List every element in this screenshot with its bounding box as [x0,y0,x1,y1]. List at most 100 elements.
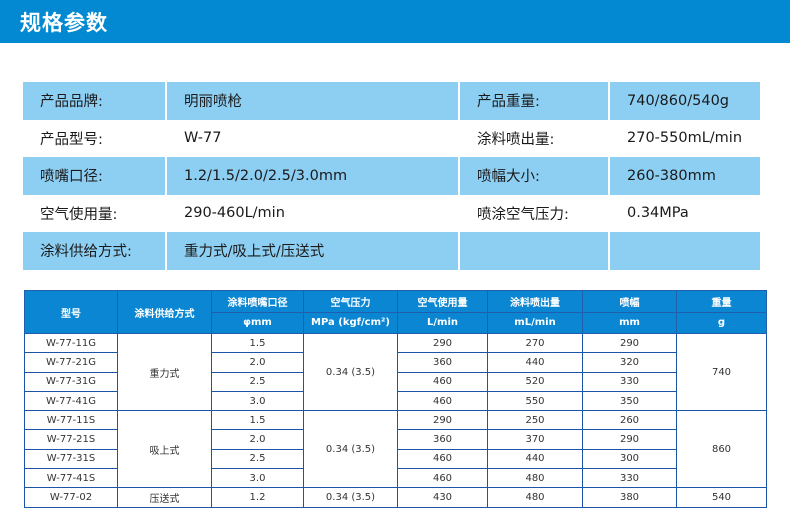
nozzle-cell: 3.0 [211,390,304,412]
column-header: 型号 [24,290,118,334]
width-cell: 330 [582,371,677,392]
model-cell: W-77-31G [24,371,118,392]
table-row: W-77-11S 吸上式 1.5 0.34 (3.5) 290 250 260 860 [24,410,767,489]
weight-cell: 860 [676,410,767,489]
nozzle-cell: 2.5 [211,448,304,470]
nozzle-cell: 1.5 [211,410,304,431]
spec-value [610,232,760,270]
spec-label: 产品品牌: [23,82,165,120]
air-cell: 290 [397,332,488,354]
model-cell: W-77-41G [24,390,118,412]
table-row: W-77-11G 重力式 1.5 0.34 (3.5) 290 270 290 740 [24,332,767,412]
weight-cell: 540 [676,487,767,508]
spec-label: 涂料供给方式: [23,232,165,270]
supply-cell: 压送式 [117,487,212,508]
output-cell: 250 [487,410,583,431]
output-cell: 440 [487,448,583,470]
air-cell: 460 [397,390,488,412]
spec-label: 产品重量: [460,82,608,120]
nozzle-cell: 2.0 [211,429,304,450]
pressure-cell: 0.34 (3.5) [303,332,398,412]
width-cell: 290 [582,332,677,354]
spec-row: 喷嘴口径: 1.2/1.5/2.0/2.5/3.0mm 喷幅大小: 260-380mm [23,157,760,195]
spec-label: 产品型号: [40,131,103,148]
table-row: W-77-02 压送式 1.2 0.34 (3.5) 430 480 380 540 [24,487,767,508]
model-cell: W-77-41S [24,468,118,489]
pressure-cell: 0.34 (3.5) [303,410,398,489]
spec-label: 涂料喷出量: [477,131,555,148]
column-unit: MPa (kgf/cm²) [303,311,398,334]
model-cell: W-77-21G [24,352,118,373]
spec-value: 270-550mL/min [627,130,743,147]
output-cell: 440 [487,352,583,373]
spec-row: 空气使用量: 290-460L/min 喷涂空气压力: 0.34MPa [23,195,760,233]
air-cell: 460 [397,371,488,392]
air-cell: 360 [397,352,488,373]
model-cell: W-77-02 [24,487,118,508]
column-unit: mm [582,311,677,334]
output-cell: 270 [487,332,583,354]
width-cell: 350 [582,390,677,412]
spec-label [460,232,608,270]
model-cell: W-77-21S [24,429,118,450]
spec-row: 产品型号: W-77 涂料喷出量: 270-550mL/min [23,120,760,158]
width-cell: 260 [582,410,677,431]
column-header: 空气使用量 [397,290,488,313]
column-header: 涂料供给方式 [117,290,212,334]
column-unit: L/min [397,311,488,334]
pressure-cell: 0.34 (3.5) [303,487,398,508]
output-cell: 480 [487,487,583,508]
width-cell: 290 [582,429,677,450]
spec-summary: 产品品牌: 明丽喷枪 产品重量: 740/860/540g 产品型号: W-77 涂料喷出量… [23,82,760,270]
section-title: 规格参数 [20,11,108,35]
output-cell: 520 [487,371,583,392]
nozzle-cell: 2.0 [211,352,304,373]
table-row: W-77-21S 2.0 360 370 290 [24,429,767,450]
spec-table: 型号 涂料供给方式 涂料喷嘴口径 空气压力 空气使用量 涂料喷出量 喷幅 重量 φmm MPa (… [24,290,767,508]
spec-value: 重力式/吸上式/压送式 [167,232,458,270]
table-row: W-77-21G 2.0 360 440 320 [24,352,767,373]
width-cell: 320 [582,352,677,373]
nozzle-cell: 1.2 [211,487,304,508]
column-header: 喷幅 [582,290,677,313]
spec-value: 1.2/1.5/2.0/2.5/3.0mm [167,157,458,195]
spec-label: 喷涂空气压力: [477,206,569,223]
supply-cell: 吸上式 [117,410,212,489]
width-cell: 330 [582,468,677,489]
output-cell: 370 [487,429,583,450]
column-unit: φmm [211,311,304,334]
width-cell: 380 [582,487,677,508]
column-header: 涂料喷出量 [487,290,583,313]
section-header: 规格参数 [0,0,790,43]
width-cell: 300 [582,448,677,470]
spec-value: 260-380mm [610,157,760,195]
column-unit: g [676,311,767,334]
air-cell: 460 [397,468,488,489]
spec-value: W-77 [184,130,222,147]
output-cell: 480 [487,468,583,489]
air-cell: 430 [397,487,488,508]
model-cell: W-77-11S [24,410,118,431]
column-unit: mL/min [487,311,583,334]
nozzle-cell: 2.5 [211,371,304,392]
spec-label: 喷嘴口径: [23,157,165,195]
air-cell: 290 [397,410,488,431]
spec-row: 涂料供给方式: 重力式/吸上式/压送式 [23,232,760,270]
column-header: 空气压力 [303,290,398,313]
table-row: W-77-31S 2.5 460 440 300 [24,448,767,470]
output-cell: 550 [487,390,583,412]
model-cell: W-77-31S [24,448,118,470]
spec-value: 明丽喷枪 [167,82,458,120]
model-cell: W-77-11G [24,332,118,354]
nozzle-cell: 1.5 [211,332,304,354]
air-cell: 460 [397,448,488,470]
supply-cell: 重力式 [117,332,212,412]
spec-value: 0.34MPa [627,205,689,222]
spec-row: 产品品牌: 明丽喷枪 产品重量: 740/860/540g [23,82,760,120]
spec-label: 喷幅大小: [460,157,608,195]
nozzle-cell: 3.0 [211,468,304,489]
column-header: 涂料喷嘴口径 [211,290,304,313]
air-cell: 360 [397,429,488,450]
spec-label: 空气使用量: [40,206,118,223]
weight-cell: 740 [676,332,767,412]
